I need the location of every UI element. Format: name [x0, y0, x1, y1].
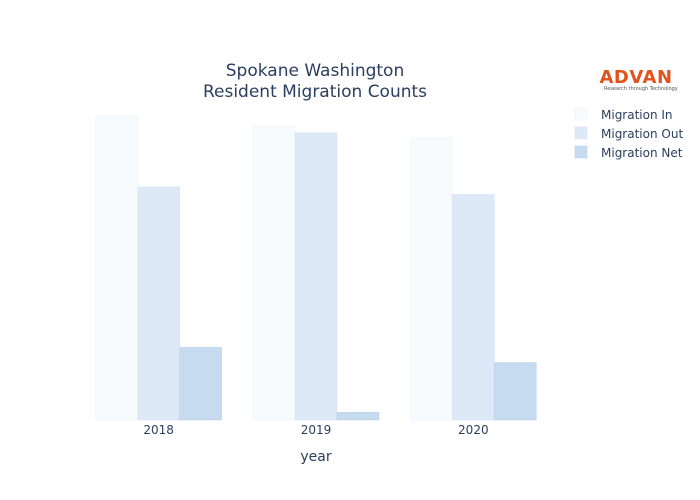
- legend-label: Migration Net: [601, 146, 683, 160]
- legend-item-migration-out[interactable]: Migration Out: [574, 126, 683, 141]
- legend-swatch: [574, 145, 588, 159]
- advan-logo: ADVAN Research through Technology: [599, 67, 677, 92]
- bar-migration-out-2019[interactable]: [294, 132, 338, 421]
- x-tick-label: 2019: [301, 423, 332, 437]
- legend-swatch: [574, 107, 588, 121]
- legend: Migration In Migration Out Migration Net: [574, 107, 683, 160]
- logo-tagline: Research through Technology: [604, 86, 678, 92]
- bars-group: [95, 115, 537, 421]
- x-axis-title: year: [300, 449, 331, 465]
- logo-wordmark: ADVAN: [599, 67, 672, 88]
- chart-title: Spokane Washington Resident Migration Co…: [203, 61, 427, 102]
- legend-label: Migration In: [601, 108, 673, 122]
- bar-migration-in-2018[interactable]: [95, 115, 138, 421]
- bar-migration-net-2020[interactable]: [494, 362, 537, 421]
- legend-item-migration-net[interactable]: Migration Net: [574, 145, 683, 160]
- legend-swatch: [574, 126, 588, 140]
- x-tick-label: 2020: [458, 423, 489, 437]
- bar-migration-net-2018[interactable]: [179, 347, 222, 421]
- bar-migration-in-2019[interactable]: [252, 125, 296, 421]
- x-axis-ticks: 2018 2019 2020: [143, 423, 488, 437]
- legend-item-migration-in[interactable]: Migration In: [574, 107, 673, 122]
- chart-title-line-1: Spokane Washington: [226, 61, 404, 81]
- bar-migration-net-2019[interactable]: [336, 412, 380, 421]
- bar-migration-in-2020[interactable]: [410, 137, 453, 421]
- legend-label: Migration Out: [601, 127, 683, 141]
- bar-migration-out-2020[interactable]: [452, 194, 495, 421]
- chart-title-line-2: Resident Migration Counts: [203, 82, 427, 102]
- x-tick-label: 2018: [143, 423, 174, 437]
- bar-migration-out-2018[interactable]: [137, 186, 180, 421]
